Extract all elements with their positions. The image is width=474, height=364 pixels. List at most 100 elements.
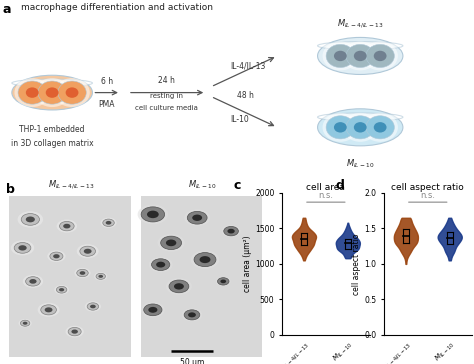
Circle shape bbox=[77, 269, 88, 277]
Circle shape bbox=[141, 302, 165, 317]
Ellipse shape bbox=[318, 109, 403, 146]
Circle shape bbox=[85, 301, 101, 312]
Circle shape bbox=[216, 277, 231, 286]
Text: $M_{IL-4/IL-13}$: $M_{IL-4/IL-13}$ bbox=[47, 178, 94, 191]
Text: resting in: resting in bbox=[150, 94, 183, 99]
Circle shape bbox=[366, 44, 394, 68]
Text: PMA: PMA bbox=[99, 99, 115, 108]
Circle shape bbox=[100, 218, 117, 228]
Circle shape bbox=[58, 81, 86, 104]
Circle shape bbox=[56, 286, 67, 293]
Text: IL-10: IL-10 bbox=[230, 115, 249, 124]
Circle shape bbox=[366, 116, 394, 139]
Circle shape bbox=[72, 329, 78, 334]
Circle shape bbox=[342, 113, 378, 142]
Circle shape bbox=[15, 78, 50, 107]
Circle shape bbox=[326, 44, 355, 68]
Circle shape bbox=[50, 252, 63, 260]
Circle shape bbox=[55, 285, 69, 294]
Circle shape bbox=[20, 320, 30, 326]
Ellipse shape bbox=[318, 37, 403, 75]
Circle shape bbox=[218, 278, 229, 285]
Circle shape bbox=[63, 224, 71, 229]
Circle shape bbox=[59, 288, 64, 292]
Circle shape bbox=[87, 303, 99, 310]
Circle shape bbox=[18, 319, 32, 328]
Circle shape bbox=[342, 41, 378, 70]
Circle shape bbox=[18, 245, 27, 250]
Circle shape bbox=[184, 209, 210, 226]
Circle shape bbox=[184, 310, 200, 320]
FancyBboxPatch shape bbox=[9, 196, 131, 357]
Circle shape bbox=[152, 259, 170, 270]
Circle shape bbox=[56, 219, 77, 233]
Circle shape bbox=[26, 87, 39, 98]
Text: THP-1 embedded: THP-1 embedded bbox=[19, 125, 85, 134]
Circle shape bbox=[68, 328, 81, 336]
Circle shape bbox=[194, 253, 216, 267]
Circle shape bbox=[18, 81, 46, 104]
Circle shape bbox=[192, 214, 202, 221]
Circle shape bbox=[228, 229, 235, 233]
Circle shape bbox=[55, 78, 90, 107]
Circle shape bbox=[38, 81, 66, 104]
Circle shape bbox=[26, 277, 40, 286]
Circle shape bbox=[45, 307, 53, 312]
Circle shape bbox=[220, 280, 226, 283]
Circle shape bbox=[200, 256, 210, 263]
Ellipse shape bbox=[12, 79, 92, 87]
Circle shape bbox=[334, 122, 347, 132]
Text: $M_{IL-10}$: $M_{IL-10}$ bbox=[188, 178, 217, 191]
Circle shape bbox=[169, 280, 189, 293]
Text: 48 h: 48 h bbox=[237, 91, 254, 100]
Circle shape bbox=[363, 41, 398, 70]
Circle shape bbox=[147, 211, 159, 218]
Text: IL-4/IL-13: IL-4/IL-13 bbox=[230, 61, 265, 70]
Circle shape bbox=[354, 122, 367, 132]
Circle shape bbox=[166, 278, 192, 295]
Circle shape bbox=[187, 211, 207, 224]
Circle shape bbox=[221, 225, 241, 237]
Text: d: d bbox=[336, 179, 345, 192]
Text: n.s.: n.s. bbox=[420, 191, 435, 200]
Circle shape bbox=[188, 312, 196, 317]
Circle shape bbox=[23, 322, 27, 325]
Text: b: b bbox=[6, 183, 15, 195]
Circle shape bbox=[94, 272, 107, 281]
Circle shape bbox=[80, 271, 85, 275]
Circle shape bbox=[47, 250, 65, 262]
Text: macrophage differentiation and activation: macrophage differentiation and activatio… bbox=[21, 3, 213, 12]
Text: $M_{IL-10}$: $M_{IL-10}$ bbox=[346, 157, 374, 170]
Circle shape bbox=[224, 226, 238, 236]
Text: a: a bbox=[2, 3, 11, 16]
Circle shape bbox=[166, 240, 176, 246]
Text: $M_{IL-4/IL-13}$: $M_{IL-4/IL-13}$ bbox=[337, 17, 383, 30]
Circle shape bbox=[346, 44, 374, 68]
Circle shape bbox=[374, 51, 387, 61]
Circle shape bbox=[65, 326, 84, 337]
Circle shape bbox=[41, 305, 56, 315]
FancyBboxPatch shape bbox=[141, 196, 262, 357]
Circle shape bbox=[149, 257, 173, 272]
Text: 6 h: 6 h bbox=[100, 77, 113, 86]
Circle shape bbox=[322, 113, 358, 142]
Circle shape bbox=[11, 240, 34, 256]
Title: cell aspect ratio: cell aspect ratio bbox=[392, 183, 464, 192]
Circle shape bbox=[26, 217, 35, 222]
Title: cell area: cell area bbox=[306, 183, 346, 192]
Ellipse shape bbox=[12, 75, 92, 110]
Circle shape bbox=[322, 41, 358, 70]
Text: 50 µm: 50 µm bbox=[180, 357, 204, 364]
Circle shape bbox=[103, 219, 114, 226]
Circle shape bbox=[37, 303, 60, 317]
Circle shape bbox=[141, 207, 164, 222]
Y-axis label: cell aspect ratio: cell aspect ratio bbox=[352, 233, 361, 294]
Circle shape bbox=[53, 254, 60, 258]
Circle shape bbox=[23, 275, 43, 288]
Y-axis label: cell area (μm²): cell area (μm²) bbox=[243, 236, 252, 292]
Circle shape bbox=[99, 275, 103, 278]
Circle shape bbox=[29, 279, 36, 284]
Circle shape bbox=[80, 246, 96, 256]
Circle shape bbox=[182, 308, 202, 321]
Text: in 3D collagen matrix: in 3D collagen matrix bbox=[11, 139, 93, 148]
